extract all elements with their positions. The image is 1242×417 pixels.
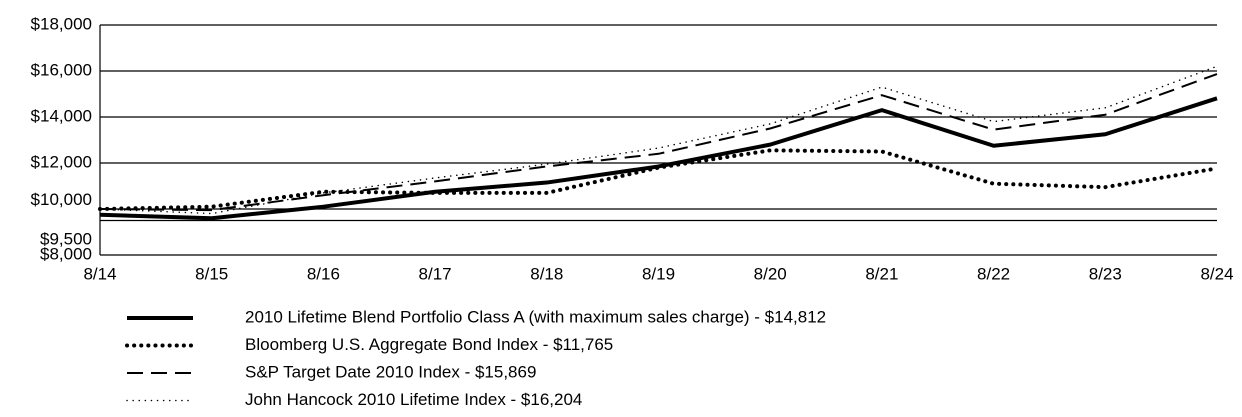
y-tick-label: $8,000 [40,244,92,263]
y-tick-label: $10,000 [31,190,92,209]
legend-label: John Hancock 2010 Lifetime Index - $16,2… [245,390,582,409]
x-tick-label: 8/20 [754,264,787,283]
y-tick-label: $9,500 [40,229,92,248]
y-tick-label: $16,000 [31,60,92,79]
y-tick-label: $12,000 [31,152,92,171]
legend-label: S&P Target Date 2010 Index - $15,869 [245,362,536,381]
x-tick-label: 8/21 [865,264,898,283]
legend-label: 2010 Lifetime Blend Portfolio Class A (w… [245,307,826,326]
x-tick-label: 8/23 [1089,264,1122,283]
legend-label: Bloomberg U.S. Aggregate Bond Index - $1… [245,335,613,354]
x-tick-label: 8/24 [1200,264,1233,283]
x-tick-label: 8/22 [977,264,1010,283]
x-tick-label: 8/17 [419,264,452,283]
x-tick-label: 8/14 [83,264,116,283]
x-tick-label: 8/15 [195,264,228,283]
x-tick-label: 8/19 [642,264,675,283]
series-line [98,148,1219,211]
y-tick-label: $18,000 [31,14,92,33]
series-line [99,73,1218,212]
y-tick-label: $14,000 [31,106,92,125]
x-tick-label: 8/18 [530,264,563,283]
x-tick-label: 8/16 [307,264,340,283]
series-line [99,96,1218,221]
